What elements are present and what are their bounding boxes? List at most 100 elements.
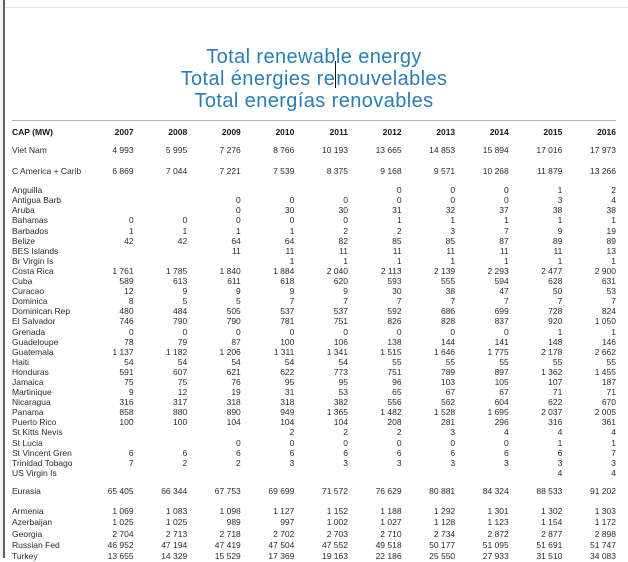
value-cell <box>402 468 456 478</box>
value-cell: 51 691 <box>536 539 563 550</box>
value-cell: 6 <box>450 447 456 458</box>
value-cell: 613 <box>173 276 188 287</box>
value-cell: 1 <box>504 255 509 266</box>
value-cell: 9 168 <box>380 166 402 177</box>
table-row: Barbados 1 1 1 1 2 2 3 7 9 19 <box>12 226 616 236</box>
value-cell: 1 362 <box>541 366 563 377</box>
value-cell: 2 900 <box>594 265 616 276</box>
value-cell: 5 995 <box>165 145 188 155</box>
value-cell: 17 973 <box>590 145 616 155</box>
value-cell: 7 276 <box>219 145 241 155</box>
title-line-english[interactable]: Total renewable energy <box>206 46 422 68</box>
value-cell: 75 <box>177 376 188 387</box>
table-row: Nicaragua 316 317 318 318 382 556 562 604 622 670 <box>12 397 616 407</box>
title-line-spanish[interactable]: Total energías renovables <box>194 90 434 112</box>
table-row: El Salvador 746 790 790 781 751 826 828 837 920 1 … <box>12 316 616 326</box>
value-cell: 4 <box>611 467 616 478</box>
value-cell: 824 <box>601 306 616 317</box>
value-cell: 10 193 <box>321 145 348 155</box>
value-cell: 1 528 <box>433 407 456 418</box>
value-cell: 3 <box>611 457 616 468</box>
value-cell: 13 655 <box>107 551 134 562</box>
value-cell: 91 202 <box>590 485 616 496</box>
capacity-table: CAP (MW) 2007 2008 2009 2010 2011 2012 2013 2014… <box>12 120 616 562</box>
row-label: Viet Nam <box>12 145 47 155</box>
table-row: Panama 858 880 890 949 1 365 1 482 1 528 1 695 2 … <box>12 407 616 417</box>
value-cell: 187 <box>601 376 616 387</box>
value-cell: 0 <box>396 437 402 448</box>
value-cell: 1 <box>289 225 295 236</box>
value-cell: 1 341 <box>326 346 348 357</box>
value-cell: 2 718 <box>219 528 241 539</box>
row-label: Cuba <box>12 276 33 287</box>
value-cell: 106 <box>333 336 348 347</box>
value-cell: 95 <box>338 376 348 387</box>
value-cell: 2 <box>396 427 402 438</box>
value-cell: 949 <box>280 407 295 418</box>
value-cell: 54 <box>124 356 134 367</box>
value-cell: 71 <box>552 387 563 398</box>
value-cell: 0 <box>236 326 241 337</box>
value-cell: 1 482 <box>380 407 402 418</box>
value-cell: 670 <box>601 397 616 408</box>
value-cell: 64 <box>284 235 295 246</box>
value-cell: 7 044 <box>165 166 188 177</box>
value-cell: 1 127 <box>273 506 295 516</box>
value-cell: 3 <box>343 457 348 468</box>
value-cell <box>187 256 241 266</box>
row-label: Puerto Rico <box>12 417 57 428</box>
value-cell: 594 <box>494 276 509 287</box>
value-cell: 0 <box>182 326 188 337</box>
value-cell: 6 <box>557 447 563 458</box>
value-cell <box>80 185 134 195</box>
value-cell: 751 <box>333 316 348 327</box>
value-cell: 1 884 <box>273 265 295 276</box>
value-cell <box>348 468 402 478</box>
value-cell: 790 <box>226 316 241 327</box>
value-cell: 50 177 <box>429 539 456 550</box>
value-cell: 781 <box>280 316 295 327</box>
value-cell: 1 123 <box>487 517 509 528</box>
value-cell: 5 <box>236 296 241 307</box>
value-cell: 484 <box>173 306 188 317</box>
value-cell: 47 504 <box>268 539 295 550</box>
value-cell: 0 <box>343 195 348 206</box>
value-cell: 103 <box>440 376 456 387</box>
value-cell: 19 <box>231 387 241 398</box>
value-cell: 148 <box>548 336 563 347</box>
value-cell: 7 <box>396 296 402 307</box>
value-cell: 2 702 <box>273 528 295 539</box>
value-cell: 6 <box>343 447 348 458</box>
value-cell: 54 <box>231 356 241 367</box>
value-cell: 27 933 <box>482 551 509 562</box>
value-cell: 0 <box>128 215 134 226</box>
title-line-french[interactable]: Total énergies renouvelables <box>0 61 628 90</box>
value-cell: 47 419 <box>214 539 241 550</box>
column-header-year: 2015 <box>543 127 563 137</box>
row-spacer <box>12 176 616 185</box>
value-cell: 592 <box>387 306 402 317</box>
value-cell: 14 853 <box>429 145 456 155</box>
value-cell: 67 <box>445 387 456 398</box>
value-cell <box>134 468 188 478</box>
value-cell: 2 713 <box>165 528 188 539</box>
value-cell: 104 <box>333 417 348 428</box>
column-header-cap-mw: CAP (MW) <box>12 127 53 137</box>
row-label: St Vincent Gren <box>12 447 72 458</box>
value-cell: 65 <box>392 387 402 398</box>
value-cell: 7 <box>128 457 134 468</box>
value-cell: 11 <box>231 245 241 256</box>
value-cell: 858 <box>119 407 134 418</box>
value-cell: 11 <box>285 245 295 256</box>
value-cell: 11 <box>553 245 563 256</box>
table-row: US Virgin Is 4 4 <box>12 468 616 478</box>
title-french-before-caret: Total énergies re <box>180 68 336 90</box>
value-cell: 686 <box>440 306 456 317</box>
value-cell: 2 898 <box>594 528 616 539</box>
value-cell: 4 <box>611 195 616 206</box>
value-cell: 2 113 <box>380 265 402 276</box>
value-cell: 9 571 <box>433 166 456 177</box>
row-label: Dominica <box>12 296 48 307</box>
value-cell: 144 <box>440 336 456 347</box>
table-row: Cuba 589 613 611 618 620 593 555 594 628 631 <box>12 276 616 286</box>
